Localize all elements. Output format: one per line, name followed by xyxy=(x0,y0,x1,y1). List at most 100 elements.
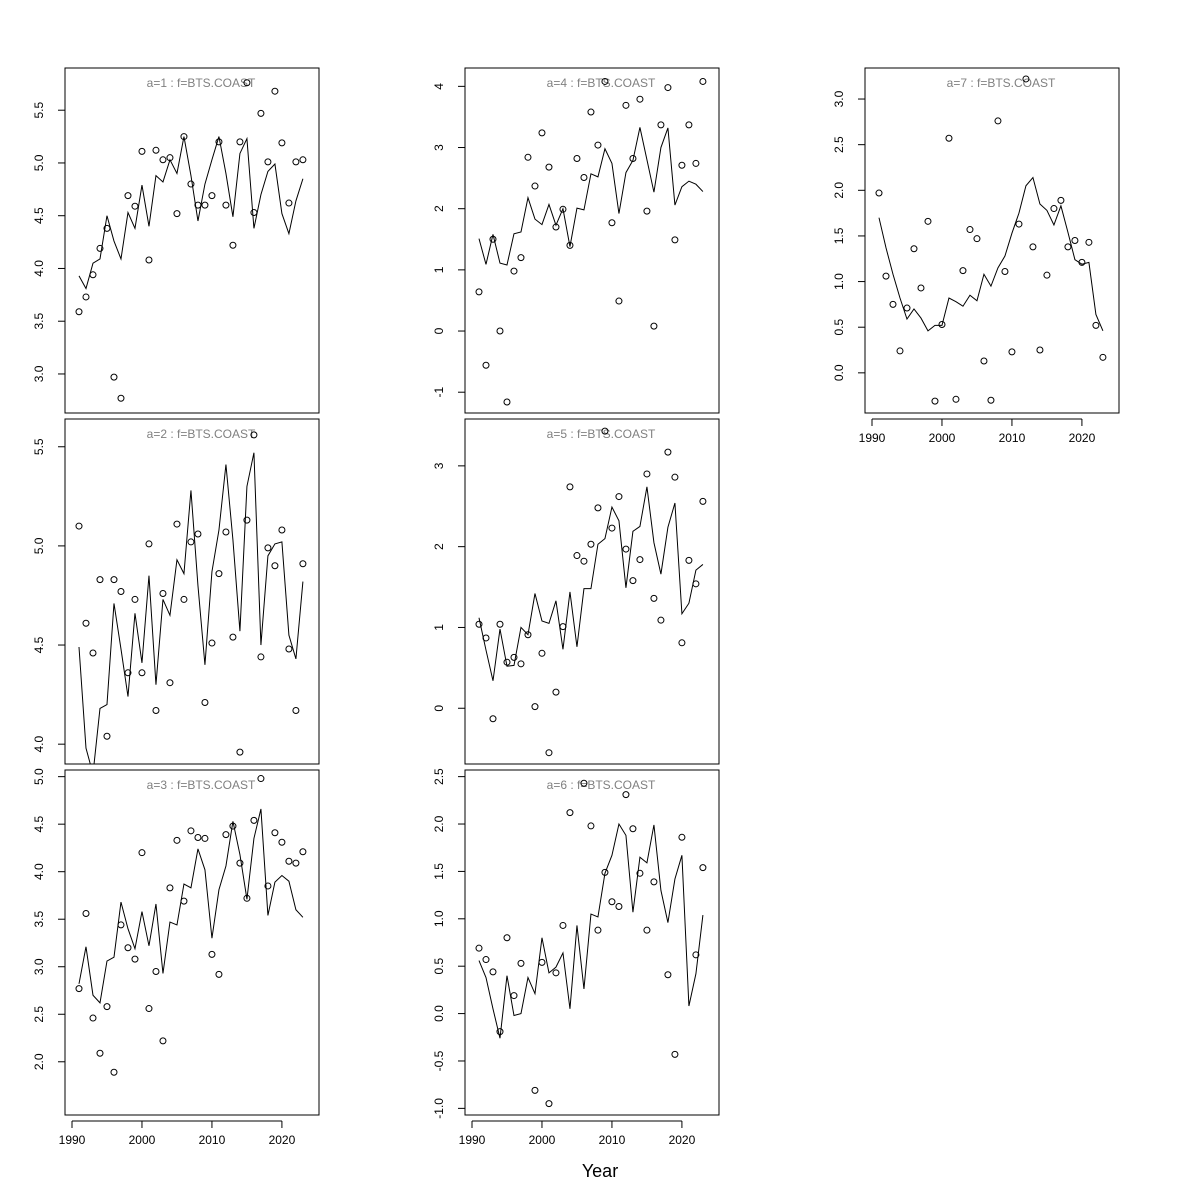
x-tick-label: 2010 xyxy=(199,1133,226,1147)
y-tick-label: 2 xyxy=(432,205,446,212)
data-point xyxy=(152,146,160,154)
fitted-line xyxy=(478,127,704,266)
data-point xyxy=(671,236,679,244)
data-point xyxy=(96,1049,104,1057)
panel-title: a=2 : f=BTS.COAST xyxy=(147,427,256,441)
data-point xyxy=(1092,321,1100,329)
panel: a=4 : f=BTS.COAST -1 0 1 2 3 4 xyxy=(432,67,720,414)
data-point xyxy=(201,201,209,209)
data-point xyxy=(931,397,939,405)
data-point xyxy=(510,267,518,275)
data-point xyxy=(594,141,602,149)
data-point xyxy=(889,300,897,308)
data-point xyxy=(503,934,511,942)
data-point xyxy=(664,448,672,456)
y-tick-label: -1.0 xyxy=(432,1098,446,1119)
data-point xyxy=(510,992,518,1000)
data-point xyxy=(1015,220,1023,228)
data-point xyxy=(580,173,588,181)
data-point xyxy=(875,189,883,197)
panel-title: a=6 : f=BTS.COAST xyxy=(547,778,656,792)
data-point xyxy=(278,838,286,846)
y-tick-label: -1 xyxy=(432,387,446,398)
data-point xyxy=(531,182,539,190)
y-tick-label: 2.5 xyxy=(432,768,446,785)
data-point xyxy=(236,748,244,756)
data-point xyxy=(987,396,995,404)
data-point xyxy=(285,857,293,865)
panel-title: a=5 : f=BTS.COAST xyxy=(547,427,656,441)
x-tick-label: 2000 xyxy=(529,1133,556,1147)
data-point xyxy=(292,859,300,867)
data-point xyxy=(615,493,623,501)
data-point xyxy=(103,1003,111,1011)
data-point xyxy=(538,649,546,657)
data-point xyxy=(650,594,658,602)
data-point xyxy=(299,560,307,568)
data-point xyxy=(566,241,574,249)
data-point xyxy=(924,217,932,225)
data-point xyxy=(671,473,679,481)
fitted-line xyxy=(478,822,704,1039)
data-point xyxy=(1043,271,1051,279)
panel: a=7 : f=BTS.COAST 0.0 0.5 1.0 1.5 2.0 2.5 3.0 19… xyxy=(832,67,1120,445)
panel-title: a=3 : f=BTS.COAST xyxy=(147,778,256,792)
data-point xyxy=(636,556,644,564)
data-point xyxy=(973,235,981,243)
y-tick-label: 1.0 xyxy=(832,273,846,290)
data-point xyxy=(699,77,707,85)
data-point xyxy=(236,138,244,146)
y-tick-label: 3 xyxy=(432,144,446,151)
data-point xyxy=(89,649,97,657)
data-point xyxy=(678,833,686,841)
data-point xyxy=(475,944,483,952)
data-point xyxy=(264,544,272,552)
y-tick-label: 5.5 xyxy=(32,102,46,119)
plot-frame xyxy=(464,418,720,765)
data-point xyxy=(194,530,202,538)
data-point xyxy=(250,209,258,217)
data-point xyxy=(587,108,595,116)
data-point xyxy=(664,84,672,92)
x-tick-label: 2000 xyxy=(129,1133,156,1147)
data-point xyxy=(692,159,700,167)
data-point xyxy=(117,394,125,402)
data-point xyxy=(475,288,483,296)
data-point xyxy=(643,926,651,934)
data-point xyxy=(573,155,581,163)
data-point xyxy=(1008,348,1016,356)
data-point xyxy=(110,576,118,584)
data-point xyxy=(215,570,223,578)
data-point xyxy=(629,155,637,163)
panel: a=2 : f=BTS.COAST 4.0 4.5 5.0 5.5 xyxy=(32,418,320,765)
y-tick-label: 5.0 xyxy=(32,537,46,554)
data-point xyxy=(615,297,623,305)
data-point xyxy=(650,322,658,330)
data-point xyxy=(496,327,504,335)
data-point xyxy=(82,293,90,301)
data-point xyxy=(173,836,181,844)
data-point xyxy=(657,121,665,129)
data-point xyxy=(187,538,195,546)
y-tick-label: 0.5 xyxy=(432,958,446,975)
data-point xyxy=(173,520,181,528)
y-tick-label: 2.0 xyxy=(32,1053,46,1070)
panel: a=5 : f=BTS.COAST 0 1 2 3 xyxy=(432,418,720,765)
x-tick-label: 2020 xyxy=(669,1133,696,1147)
data-point xyxy=(173,210,181,218)
x-tick-label: 1990 xyxy=(459,1133,486,1147)
data-point xyxy=(1050,205,1058,213)
data-point xyxy=(1071,237,1079,244)
data-point xyxy=(629,825,637,833)
data-point xyxy=(608,219,616,227)
y-tick-label: 2.0 xyxy=(832,182,846,199)
panel-title: a=4 : f=BTS.COAST xyxy=(547,76,656,90)
fitted-line xyxy=(78,808,304,1004)
data-point xyxy=(145,1005,153,1013)
y-tick-label: 4.5 xyxy=(32,636,46,653)
data-point xyxy=(1057,196,1065,204)
data-point xyxy=(187,827,195,835)
data-point xyxy=(692,951,700,959)
data-point xyxy=(657,616,665,624)
